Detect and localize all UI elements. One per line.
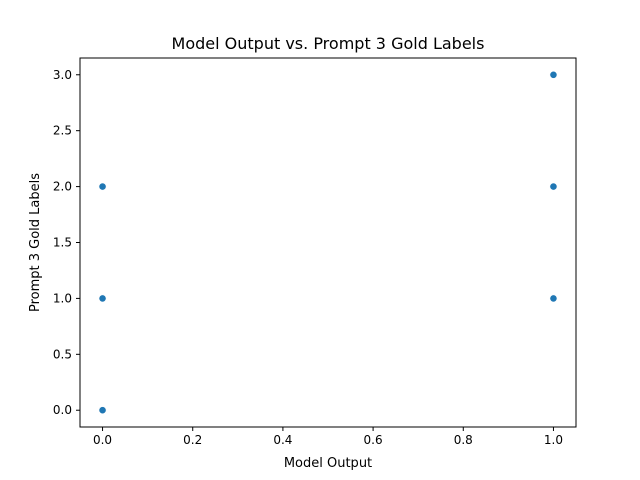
x-tick-label: 0.6 — [364, 433, 383, 447]
y-tick-label: 0.5 — [53, 347, 72, 361]
x-tick-label: 1.0 — [544, 433, 563, 447]
data-point — [98, 406, 107, 415]
y-tick-label: 1.0 — [53, 291, 72, 305]
y-tick-label: 2.5 — [53, 124, 72, 138]
data-point — [549, 70, 558, 79]
y-tick-label: 1.5 — [53, 236, 72, 250]
data-point — [98, 182, 107, 191]
x-tick-label: 0.2 — [183, 433, 202, 447]
x-axis-label: Model Output — [284, 456, 372, 471]
data-point — [549, 182, 558, 191]
x-tick-label: 0.0 — [93, 433, 112, 447]
data-point — [549, 294, 558, 303]
y-tick-label: 2.0 — [53, 180, 72, 194]
chart-title: Model Output vs. Prompt 3 Gold Labels — [172, 34, 485, 53]
x-tick-label: 0.4 — [273, 433, 292, 447]
y-axis-label: Prompt 3 Gold Labels — [28, 173, 43, 312]
x-tick-label: 0.8 — [454, 433, 473, 447]
plot-area — [98, 70, 558, 415]
y-tick-label: 3.0 — [53, 68, 72, 82]
y-tick-label: 0.0 — [53, 403, 72, 417]
data-point — [98, 294, 107, 303]
